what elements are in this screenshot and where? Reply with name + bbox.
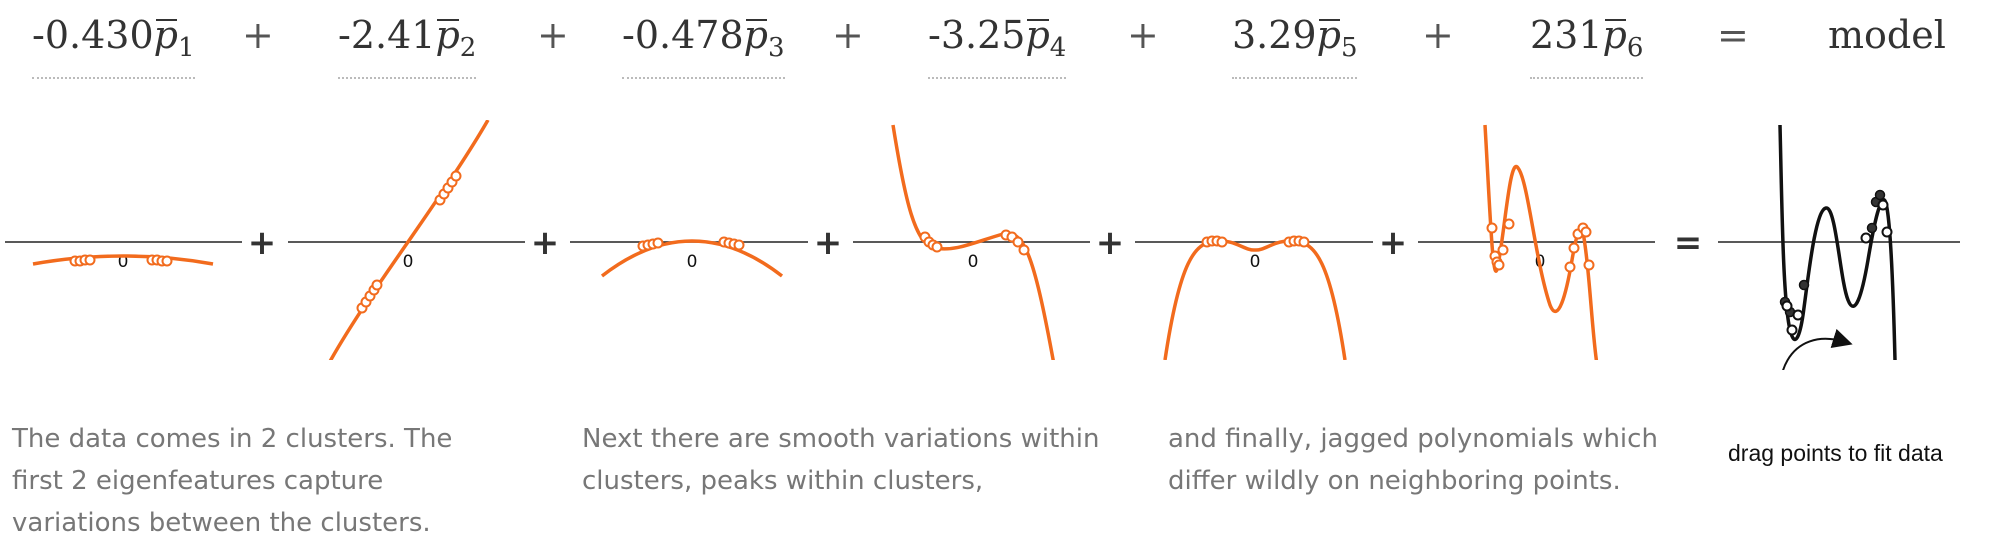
- zero-tick-label: 0: [687, 252, 698, 272]
- plus-symbol: +: [1379, 223, 1408, 263]
- plus-symbol: +: [248, 223, 277, 263]
- coefficient-2[interactable]: -2.41p2: [338, 10, 477, 79]
- curve-eigenfeature-4: [891, 124, 1055, 360]
- eigenfeature-plots: 0 + 0 + 0 + 0 +: [5, 120, 1960, 370]
- eigenfeature-plot-3: 0: [570, 236, 808, 278]
- eigenfeature-plot-2: 0: [288, 120, 525, 360]
- model-plot: [1718, 124, 1960, 370]
- plus-operator-1: +: [242, 13, 274, 57]
- plus-symbol: +: [814, 223, 843, 263]
- model-label: model: [1828, 13, 1946, 57]
- equals-operator: =: [1717, 13, 1749, 57]
- coefficient-4[interactable]: -3.25p4: [928, 10, 1067, 79]
- curve-eigenfeature-5: [1163, 239, 1347, 360]
- equals-symbol: =: [1674, 223, 1703, 263]
- zero-tick-label: 0: [1250, 252, 1261, 272]
- caption-clusters: The data comes in 2 clusters. The first …: [12, 424, 453, 538]
- data-points: [637, 236, 745, 252]
- drag-hint-label: drag points to fit data: [1728, 440, 1943, 466]
- curve-eigenfeature-3: [600, 239, 784, 278]
- zero-tick-label: 0: [968, 252, 979, 272]
- curve-eigenfeature-2: [328, 120, 490, 360]
- eigenfeature-plot-6: 0: [1418, 124, 1655, 360]
- model-data-points-hollow[interactable]: [1781, 199, 1893, 336]
- plus-operator-4: +: [1127, 13, 1159, 57]
- caption-jagged-polynomials: and finally, jagged polynomials which di…: [1168, 424, 1658, 496]
- caption-smooth-variations: Next there are smooth variations within …: [582, 424, 1100, 496]
- data-points: [1201, 235, 1310, 248]
- plus-symbol: +: [1096, 223, 1125, 263]
- eigenfeature-plot-1: 0: [5, 241, 242, 272]
- plus-operator-3: +: [832, 13, 864, 57]
- data-points: [69, 254, 173, 267]
- zero-tick-label: 0: [118, 252, 129, 272]
- data-points: [919, 229, 1030, 256]
- curve-eigenfeature-6: [1483, 124, 1599, 360]
- curve-eigenfeature-1: [32, 254, 214, 266]
- eigenfeature-plot-5: 0: [1135, 235, 1373, 360]
- zero-tick-label: 0: [403, 252, 414, 272]
- data-points: [1486, 218, 1595, 273]
- plus-symbol: +: [531, 223, 560, 263]
- plus-operator-2: +: [537, 13, 569, 57]
- data-points: [356, 170, 462, 314]
- coefficient-6[interactable]: 231p6: [1530, 10, 1644, 79]
- drag-hint-arrow: [1782, 328, 1853, 370]
- coefficient-1[interactable]: -0.430p1: [32, 10, 195, 79]
- eigenfeature-plot-4: 0: [853, 124, 1090, 360]
- plus-operator-5: +: [1422, 13, 1454, 57]
- equation-row: -0.430p1 + -2.41p2 + -0.478p3 + -3.25p4 …: [0, 0, 2000, 90]
- coefficient-5[interactable]: 3.29p5: [1232, 10, 1358, 79]
- coefficient-3[interactable]: -0.478p3: [622, 10, 785, 79]
